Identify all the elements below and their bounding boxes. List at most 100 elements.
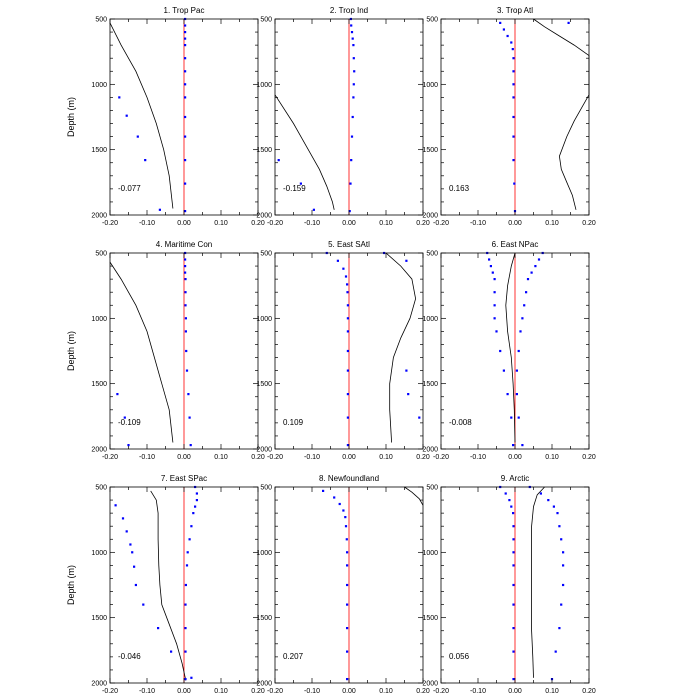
data-point (562, 564, 565, 567)
x-tick-label: -0.10 (304, 454, 320, 461)
y-tick-label: 1000 (422, 316, 438, 323)
data-point (502, 369, 505, 372)
data-point (336, 259, 339, 262)
data-point (338, 502, 341, 506)
data-point (344, 525, 348, 528)
panel-title: 3. Trop Atl (497, 6, 533, 15)
y-tick-label: 1500 (256, 615, 272, 622)
profile-curve (404, 486, 424, 506)
data-point (346, 317, 349, 320)
data-point (121, 517, 125, 520)
data-point (562, 551, 565, 554)
dots-b (515, 251, 544, 447)
data-point (125, 114, 128, 117)
y-tick-label: 1000 (91, 550, 107, 557)
data-point (558, 627, 561, 630)
data-point (519, 330, 522, 333)
data-point (187, 393, 190, 396)
data-point (184, 583, 187, 587)
data-point (184, 96, 187, 99)
y-tick-label: 2000 (256, 681, 272, 688)
profile-curve (109, 22, 174, 209)
x-tick-label: -0.20 (433, 220, 449, 227)
data-point (350, 24, 353, 27)
y-axis-label: Depth (m) (66, 565, 76, 605)
data-point (188, 416, 191, 419)
dots-b (118, 96, 161, 211)
panel-title: 8. Newfoundland (319, 474, 379, 483)
data-point (512, 70, 515, 73)
data-point (195, 499, 198, 502)
data-point (491, 271, 494, 274)
y-tick-label: 1500 (91, 615, 107, 622)
y-tick-label: 1000 (91, 82, 107, 89)
data-point (525, 291, 528, 294)
data-point (125, 530, 128, 533)
data-point (299, 182, 302, 185)
data-point (493, 291, 496, 294)
profile-curve (531, 486, 545, 678)
y-tick-label: 2000 (91, 681, 107, 688)
y-tick-label: 1500 (256, 147, 272, 154)
data-point (512, 57, 515, 60)
y-tick-label: 1500 (91, 381, 107, 388)
data-point (184, 159, 187, 162)
data-point (512, 678, 515, 681)
data-point (547, 499, 550, 502)
data-point (277, 159, 280, 162)
data-point (184, 24, 187, 27)
dots-b (567, 21, 570, 24)
data-point (348, 210, 351, 213)
data-point (350, 31, 354, 34)
x-tick-label: -0.20 (267, 220, 283, 227)
y-tick-label: 1500 (256, 381, 272, 388)
y-tick-label: 500 (95, 17, 107, 24)
data-point (333, 496, 336, 499)
data-point (144, 159, 147, 162)
data-point (184, 31, 187, 34)
x-tick-label: 0.00 (342, 220, 356, 227)
profile-curve (150, 490, 187, 681)
data-point (512, 627, 515, 630)
x-tick-label: 0.20 (251, 454, 265, 461)
data-point (346, 304, 349, 307)
data-point (512, 512, 515, 515)
data-point (157, 627, 160, 630)
panel-annotation: -0.046 (118, 652, 141, 661)
panel-annotation: -0.109 (118, 418, 141, 427)
data-point (489, 265, 492, 268)
dots-a (184, 251, 192, 447)
profile-curve (533, 18, 590, 210)
dots-b (277, 159, 315, 211)
data-point (346, 444, 349, 447)
data-point (558, 525, 561, 528)
data-point (512, 135, 515, 138)
data-point (517, 349, 520, 353)
data-point (352, 57, 355, 60)
x-tick-label: -0.10 (139, 454, 155, 461)
x-tick-label: 0.20 (582, 454, 596, 461)
x-tick-label: -0.10 (470, 688, 486, 695)
y-tick-label: 2000 (422, 681, 438, 688)
x-tick-label: 0.00 (342, 688, 356, 695)
data-point (342, 267, 345, 270)
data-point (192, 512, 195, 515)
profile-curve (385, 252, 417, 443)
profile-curve (109, 261, 174, 443)
data-point (512, 96, 515, 99)
data-point (567, 21, 570, 24)
data-point (194, 505, 197, 508)
dots-b (114, 504, 193, 679)
data-point (405, 259, 408, 262)
data-point (184, 70, 187, 73)
dots-b (116, 393, 130, 447)
data-point (352, 44, 355, 47)
data-point (342, 509, 345, 512)
data-point (405, 369, 408, 372)
y-tick-label: 500 (260, 17, 272, 24)
data-point (526, 278, 530, 281)
y-tick-label: 500 (260, 485, 272, 492)
data-point (190, 525, 193, 528)
profile-curve (505, 252, 516, 443)
y-tick-label: 2000 (91, 447, 107, 454)
